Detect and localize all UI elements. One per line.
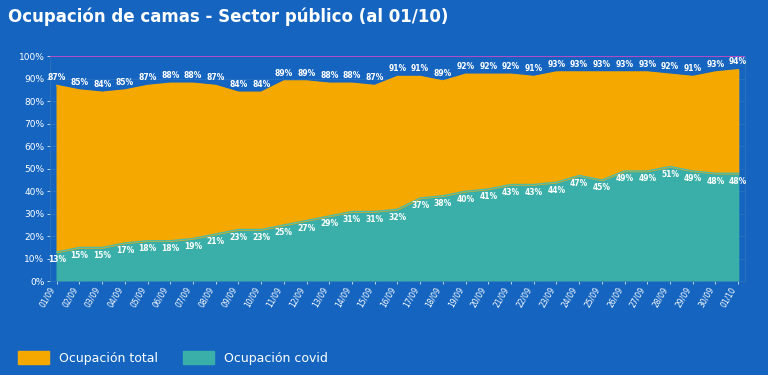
Text: 29%: 29%: [320, 219, 339, 228]
Text: 84%: 84%: [252, 80, 270, 89]
Text: 27%: 27%: [297, 224, 316, 233]
Legend: Ocupación total, Ocupación covid: Ocupación total, Ocupación covid: [14, 348, 332, 369]
Text: 92%: 92%: [456, 62, 475, 71]
Text: 49%: 49%: [684, 174, 702, 183]
Text: 88%: 88%: [161, 71, 180, 80]
Text: 21%: 21%: [207, 237, 225, 246]
Text: 85%: 85%: [116, 78, 134, 87]
Text: 93%: 93%: [570, 60, 588, 69]
Text: 84%: 84%: [230, 80, 247, 89]
Text: 93%: 93%: [638, 60, 657, 69]
Text: 93%: 93%: [548, 60, 565, 69]
Text: 48%: 48%: [729, 177, 747, 186]
Text: 38%: 38%: [434, 199, 452, 208]
Text: 40%: 40%: [456, 195, 475, 204]
Text: 31%: 31%: [366, 215, 384, 224]
Text: 48%: 48%: [707, 177, 724, 186]
Text: 91%: 91%: [684, 64, 702, 73]
Text: 88%: 88%: [184, 71, 202, 80]
Text: 32%: 32%: [389, 213, 406, 222]
Text: 49%: 49%: [638, 174, 657, 183]
Text: Ocupación de camas - Sector público (al 01/10): Ocupación de camas - Sector público (al …: [8, 8, 448, 26]
Text: 93%: 93%: [615, 60, 634, 69]
Text: 23%: 23%: [230, 233, 247, 242]
Text: 41%: 41%: [479, 192, 498, 201]
Text: 45%: 45%: [593, 183, 611, 192]
Text: 91%: 91%: [525, 64, 543, 73]
Text: 44%: 44%: [548, 186, 565, 195]
Text: 84%: 84%: [93, 80, 111, 89]
Text: 31%: 31%: [343, 215, 361, 224]
Text: 85%: 85%: [71, 78, 88, 87]
Text: 87%: 87%: [366, 73, 384, 82]
Text: 17%: 17%: [116, 246, 134, 255]
Text: 94%: 94%: [729, 57, 747, 66]
Text: 18%: 18%: [138, 244, 157, 253]
Text: 49%: 49%: [615, 174, 634, 183]
Text: 87%: 87%: [48, 73, 66, 82]
Text: 92%: 92%: [479, 62, 498, 71]
Text: 88%: 88%: [320, 71, 339, 80]
Text: 15%: 15%: [71, 251, 88, 260]
Text: 89%: 89%: [297, 69, 316, 78]
Text: 93%: 93%: [593, 60, 611, 69]
Text: 43%: 43%: [502, 188, 520, 197]
Text: 88%: 88%: [343, 71, 361, 80]
Text: 91%: 91%: [411, 64, 429, 73]
Text: 87%: 87%: [138, 73, 157, 82]
Text: 92%: 92%: [661, 62, 679, 71]
Text: 23%: 23%: [252, 233, 270, 242]
Text: 37%: 37%: [411, 201, 429, 210]
Text: 43%: 43%: [525, 188, 543, 197]
Text: 47%: 47%: [570, 179, 588, 188]
Text: 51%: 51%: [661, 170, 679, 179]
Text: 89%: 89%: [275, 69, 293, 78]
Text: 93%: 93%: [707, 60, 724, 69]
Text: 13%: 13%: [48, 255, 66, 264]
Text: 91%: 91%: [389, 64, 406, 73]
Text: 19%: 19%: [184, 242, 202, 251]
Text: 89%: 89%: [434, 69, 452, 78]
Text: 92%: 92%: [502, 62, 520, 71]
Text: 18%: 18%: [161, 244, 180, 253]
Text: 25%: 25%: [275, 228, 293, 237]
Text: 87%: 87%: [207, 73, 225, 82]
Text: 15%: 15%: [93, 251, 111, 260]
